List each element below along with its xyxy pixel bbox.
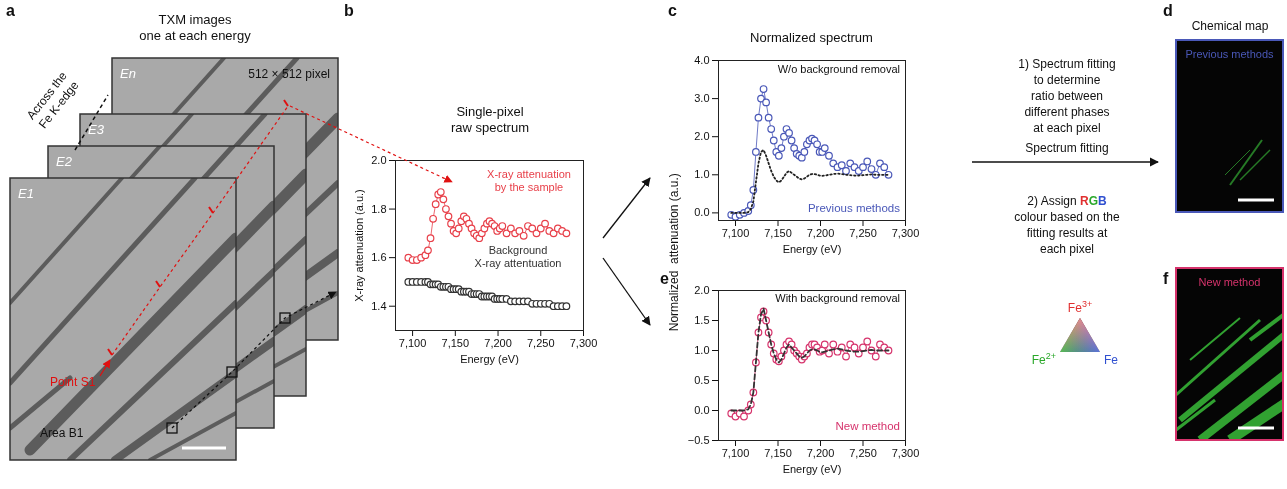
svg-text:E2: E2 (56, 154, 73, 169)
svg-text:2.0: 2.0 (694, 284, 709, 296)
svg-text:1.4: 1.4 (371, 300, 386, 312)
svg-text:7,150: 7,150 (764, 227, 792, 239)
svg-text:Spectrum fitting: Spectrum fitting (1025, 141, 1108, 155)
svg-text:X-ray attenuation (a.u.): X-ray attenuation (a.u.) (353, 189, 365, 302)
svg-text:2.0: 2.0 (371, 154, 386, 166)
svg-text:Point S1: Point S1 (50, 375, 96, 389)
svg-text:0.5: 0.5 (694, 374, 709, 386)
svg-text:Energy (eV): Energy (eV) (783, 463, 842, 475)
svg-text:512 × 512 pixel: 512 × 512 pixel (248, 67, 330, 81)
svg-text:7,200: 7,200 (807, 447, 835, 459)
svg-text:Previous methods: Previous methods (1185, 48, 1274, 60)
svg-text:Fe2+: Fe2+ (1032, 351, 1056, 367)
svg-text:ratio between: ratio between (1031, 89, 1103, 103)
svg-text:c: c (668, 2, 677, 19)
svg-text:3.0: 3.0 (694, 92, 709, 104)
svg-text:colour based on the: colour based on the (1014, 210, 1120, 224)
svg-text:f: f (1163, 270, 1169, 287)
svg-text:to determine: to determine (1034, 73, 1101, 87)
svg-text:En: En (120, 66, 136, 81)
svg-text:Chemical map: Chemical map (1192, 19, 1269, 33)
svg-text:7,100: 7,100 (722, 227, 750, 239)
svg-text:Energy (eV): Energy (eV) (460, 353, 519, 365)
svg-text:7,300: 7,300 (892, 447, 920, 459)
svg-text:4.0: 4.0 (694, 54, 709, 66)
svg-text:TXM images: TXM images (159, 12, 232, 27)
svg-text:−0.5: −0.5 (688, 434, 710, 446)
svg-text:different phases: different phases (1024, 105, 1109, 119)
svg-text:2.0: 2.0 (694, 130, 709, 142)
svg-text:0.0: 0.0 (694, 404, 709, 416)
svg-text:b: b (344, 2, 354, 19)
svg-text:Fe K-edge: Fe K-edge (36, 78, 82, 131)
svg-text:d: d (1163, 2, 1173, 19)
svg-text:E1: E1 (18, 186, 34, 201)
svg-text:1.0: 1.0 (694, 168, 709, 180)
svg-text:7,300: 7,300 (892, 227, 920, 239)
svg-text:7,100: 7,100 (722, 447, 750, 459)
svg-text:a: a (6, 2, 15, 19)
svg-text:1.8: 1.8 (371, 203, 386, 215)
svg-text:7,300: 7,300 (570, 337, 598, 349)
svg-text:Fe3+: Fe3+ (1068, 299, 1092, 315)
svg-text:at each pixel: at each pixel (1033, 121, 1100, 135)
svg-text:Energy (eV): Energy (eV) (783, 243, 842, 255)
svg-text:Fe: Fe (1104, 353, 1118, 367)
svg-text:each pixel: each pixel (1040, 242, 1094, 256)
svg-text:7,250: 7,250 (849, 227, 877, 239)
svg-text:1.0: 1.0 (694, 344, 709, 356)
svg-text:one at each energy: one at each energy (139, 28, 251, 43)
svg-text:7,200: 7,200 (484, 337, 512, 349)
svg-text:7,250: 7,250 (849, 447, 877, 459)
svg-text:2) Assign RGB: 2) Assign RGB (1027, 194, 1107, 208)
svg-text:1) Spectrum fitting: 1) Spectrum fitting (1018, 57, 1115, 71)
svg-text:7,200: 7,200 (807, 227, 835, 239)
svg-text:1.6: 1.6 (371, 251, 386, 263)
svg-text:Area B1: Area B1 (40, 426, 84, 440)
svg-text:7,100: 7,100 (399, 337, 427, 349)
svg-text:7,150: 7,150 (764, 447, 792, 459)
svg-text:fitting results at: fitting results at (1027, 226, 1108, 240)
svg-text:1.5: 1.5 (694, 314, 709, 326)
svg-text:7,150: 7,150 (442, 337, 470, 349)
svg-text:New method: New method (1199, 276, 1261, 288)
svg-text:0.0: 0.0 (694, 206, 709, 218)
svg-text:7,250: 7,250 (527, 337, 555, 349)
